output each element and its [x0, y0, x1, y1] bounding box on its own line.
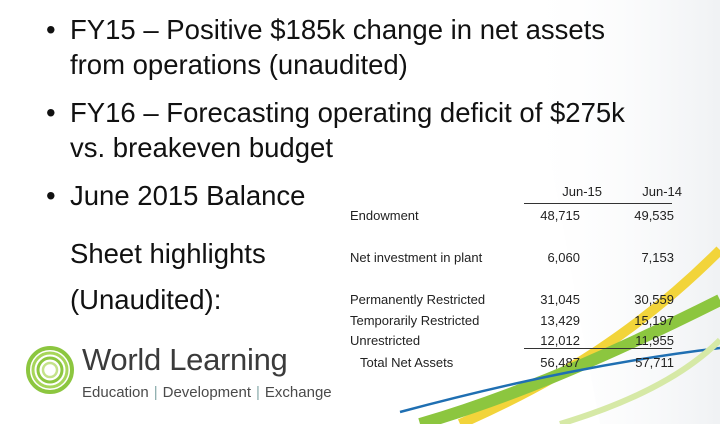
tagline-development: Development	[162, 384, 252, 401]
table-row-total: Total Net Assets 56,487 57,711	[346, 355, 690, 371]
bullet-fy15-line2: from operations (unaudited)	[70, 49, 408, 80]
row-value-jun14: 57,711	[635, 355, 674, 370]
row-value-jun15: 6,060	[547, 250, 580, 265]
tagline-education: Education	[82, 384, 149, 401]
row-label: Unrestricted	[350, 333, 421, 348]
bullet-fy16: • FY16 – Forecasting operating deficit o…	[46, 95, 625, 165]
bullet-dot-icon: •	[46, 14, 56, 45]
row-value-jun15: 56,487	[540, 355, 580, 370]
logo-tagline: Education | Development | Exchange	[82, 384, 332, 401]
row-value-jun14: 49,535	[634, 208, 674, 223]
table-row: Permanently Restricted 31,045 30,559	[346, 292, 690, 308]
bullet-fy16-line2: vs. breakeven budget	[70, 132, 333, 163]
header-rule	[524, 203, 672, 204]
row-label: Temporarily Restricted	[350, 313, 480, 328]
row-label: Endowment	[350, 208, 419, 223]
table-row: Endowment 48,715 49,535	[346, 208, 690, 224]
tagline-separator: |	[153, 384, 158, 401]
bullet-dot-icon: •	[46, 97, 56, 128]
row-label: Total Net Assets	[360, 355, 454, 370]
row-value-jun15: 31,045	[540, 292, 580, 307]
bullet-fy15: • FY15 – Positive $185k change in net as…	[46, 12, 625, 82]
row-value-jun14: 7,153	[641, 250, 674, 265]
logo-rings-icon	[26, 346, 74, 394]
tagline-exchange: Exchange	[264, 384, 332, 401]
table-row: Unrestricted 12,012 11,955	[346, 333, 690, 349]
column-header-jun15: Jun-15	[562, 184, 602, 199]
bullet-balance-line1: June 2015 Balance	[70, 180, 306, 211]
table-row: Net investment in plant 6,060 7,153	[346, 250, 690, 266]
bullet-fy15-line1: FY15 – Positive $185k change in net asse…	[70, 14, 606, 45]
bullet-dot-icon: •	[46, 180, 56, 211]
tagline-separator: |	[256, 384, 260, 401]
bullet-balance-sheet: • June 2015 Balance	[46, 178, 625, 213]
row-label: Net investment in plant	[350, 250, 483, 265]
total-rule	[524, 348, 672, 349]
bullet-list: • FY15 – Positive $185k change in net as…	[46, 12, 625, 226]
logo-name: World Learning	[82, 342, 288, 377]
row-value-jun15: 12,012	[540, 333, 580, 348]
column-header-jun14: Jun-14	[642, 184, 682, 199]
bullet-fy16-line1: FY16 – Forecasting operating deficit of …	[70, 97, 625, 128]
row-value-jun14: 11,955	[635, 333, 674, 348]
row-value-jun15: 13,429	[540, 313, 580, 328]
row-value-jun14: 30,559	[634, 292, 674, 307]
bullet-balance-line3: (Unaudited):	[70, 284, 222, 315]
row-value-jun15: 48,715	[540, 208, 580, 223]
table-row: Temporarily Restricted 13,429 15,197	[346, 313, 690, 329]
row-value-jun14: 15,197	[634, 313, 674, 328]
world-learning-logo: World Learning Education | Development | Exc…	[22, 340, 362, 410]
bullet-balance-line2: Sheet highlights	[70, 238, 266, 269]
row-label: Permanently Restricted	[350, 292, 486, 307]
